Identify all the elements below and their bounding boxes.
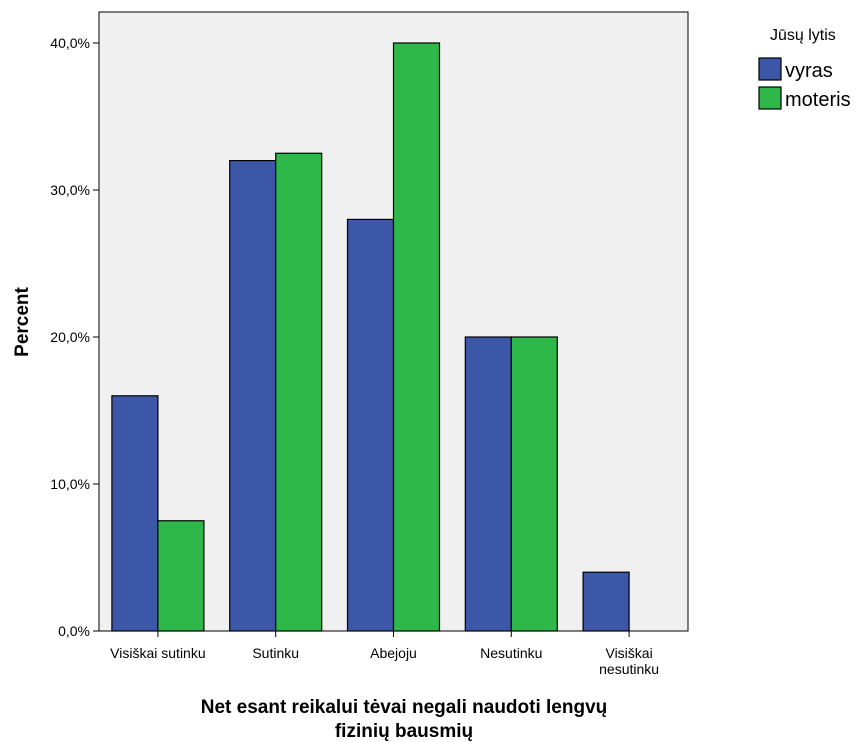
x-tick-label: Nesutinku (480, 645, 542, 661)
x-tick-label: Visiškai (605, 645, 652, 661)
bar (510, 336, 558, 632)
bar (111, 395, 159, 632)
bar (229, 160, 277, 632)
x-tick-label: Abejoju (370, 645, 417, 661)
legend-label: moteris (785, 89, 851, 111)
y-tick-label: 40,0% (50, 35, 90, 51)
bar (157, 520, 205, 632)
legend: Jūsų lytis vyras moteris (758, 27, 851, 111)
y-tick-label: 30,0% (50, 182, 90, 198)
bar (464, 336, 512, 632)
legend-swatch (758, 57, 782, 81)
bar (346, 218, 395, 632)
y-axis-label: Percent (12, 286, 33, 356)
bar (392, 42, 441, 632)
legend-swatch (758, 86, 782, 110)
bar (275, 152, 323, 632)
legend-title: Jūsų lytis (770, 27, 836, 44)
x-axis: Visiškai sutinku Sutinku Abejoju Nesutinku V… (110, 631, 659, 677)
y-tick-label: 0,0% (58, 623, 90, 639)
y-axis: 0,0% 10,0% 20,0% 30,0% 40,0% (50, 35, 99, 639)
bars-group (111, 42, 630, 632)
x-tick-label: Sutinku (252, 645, 299, 661)
x-tick-label: nesutinku (599, 661, 659, 677)
x-axis-label-line-2: fizinių bausmių (335, 721, 473, 742)
bar (582, 571, 630, 632)
y-tick-label: 10,0% (50, 476, 90, 492)
legend-items: vyras moteris (758, 57, 851, 111)
y-tick-label: 20,0% (50, 329, 90, 345)
legend-label: vyras (785, 60, 833, 82)
x-tick-label: Visiškai sutinku (110, 645, 205, 661)
x-axis-label-line-1: Net esant reikalui tėvai negali naudoti … (201, 697, 608, 718)
